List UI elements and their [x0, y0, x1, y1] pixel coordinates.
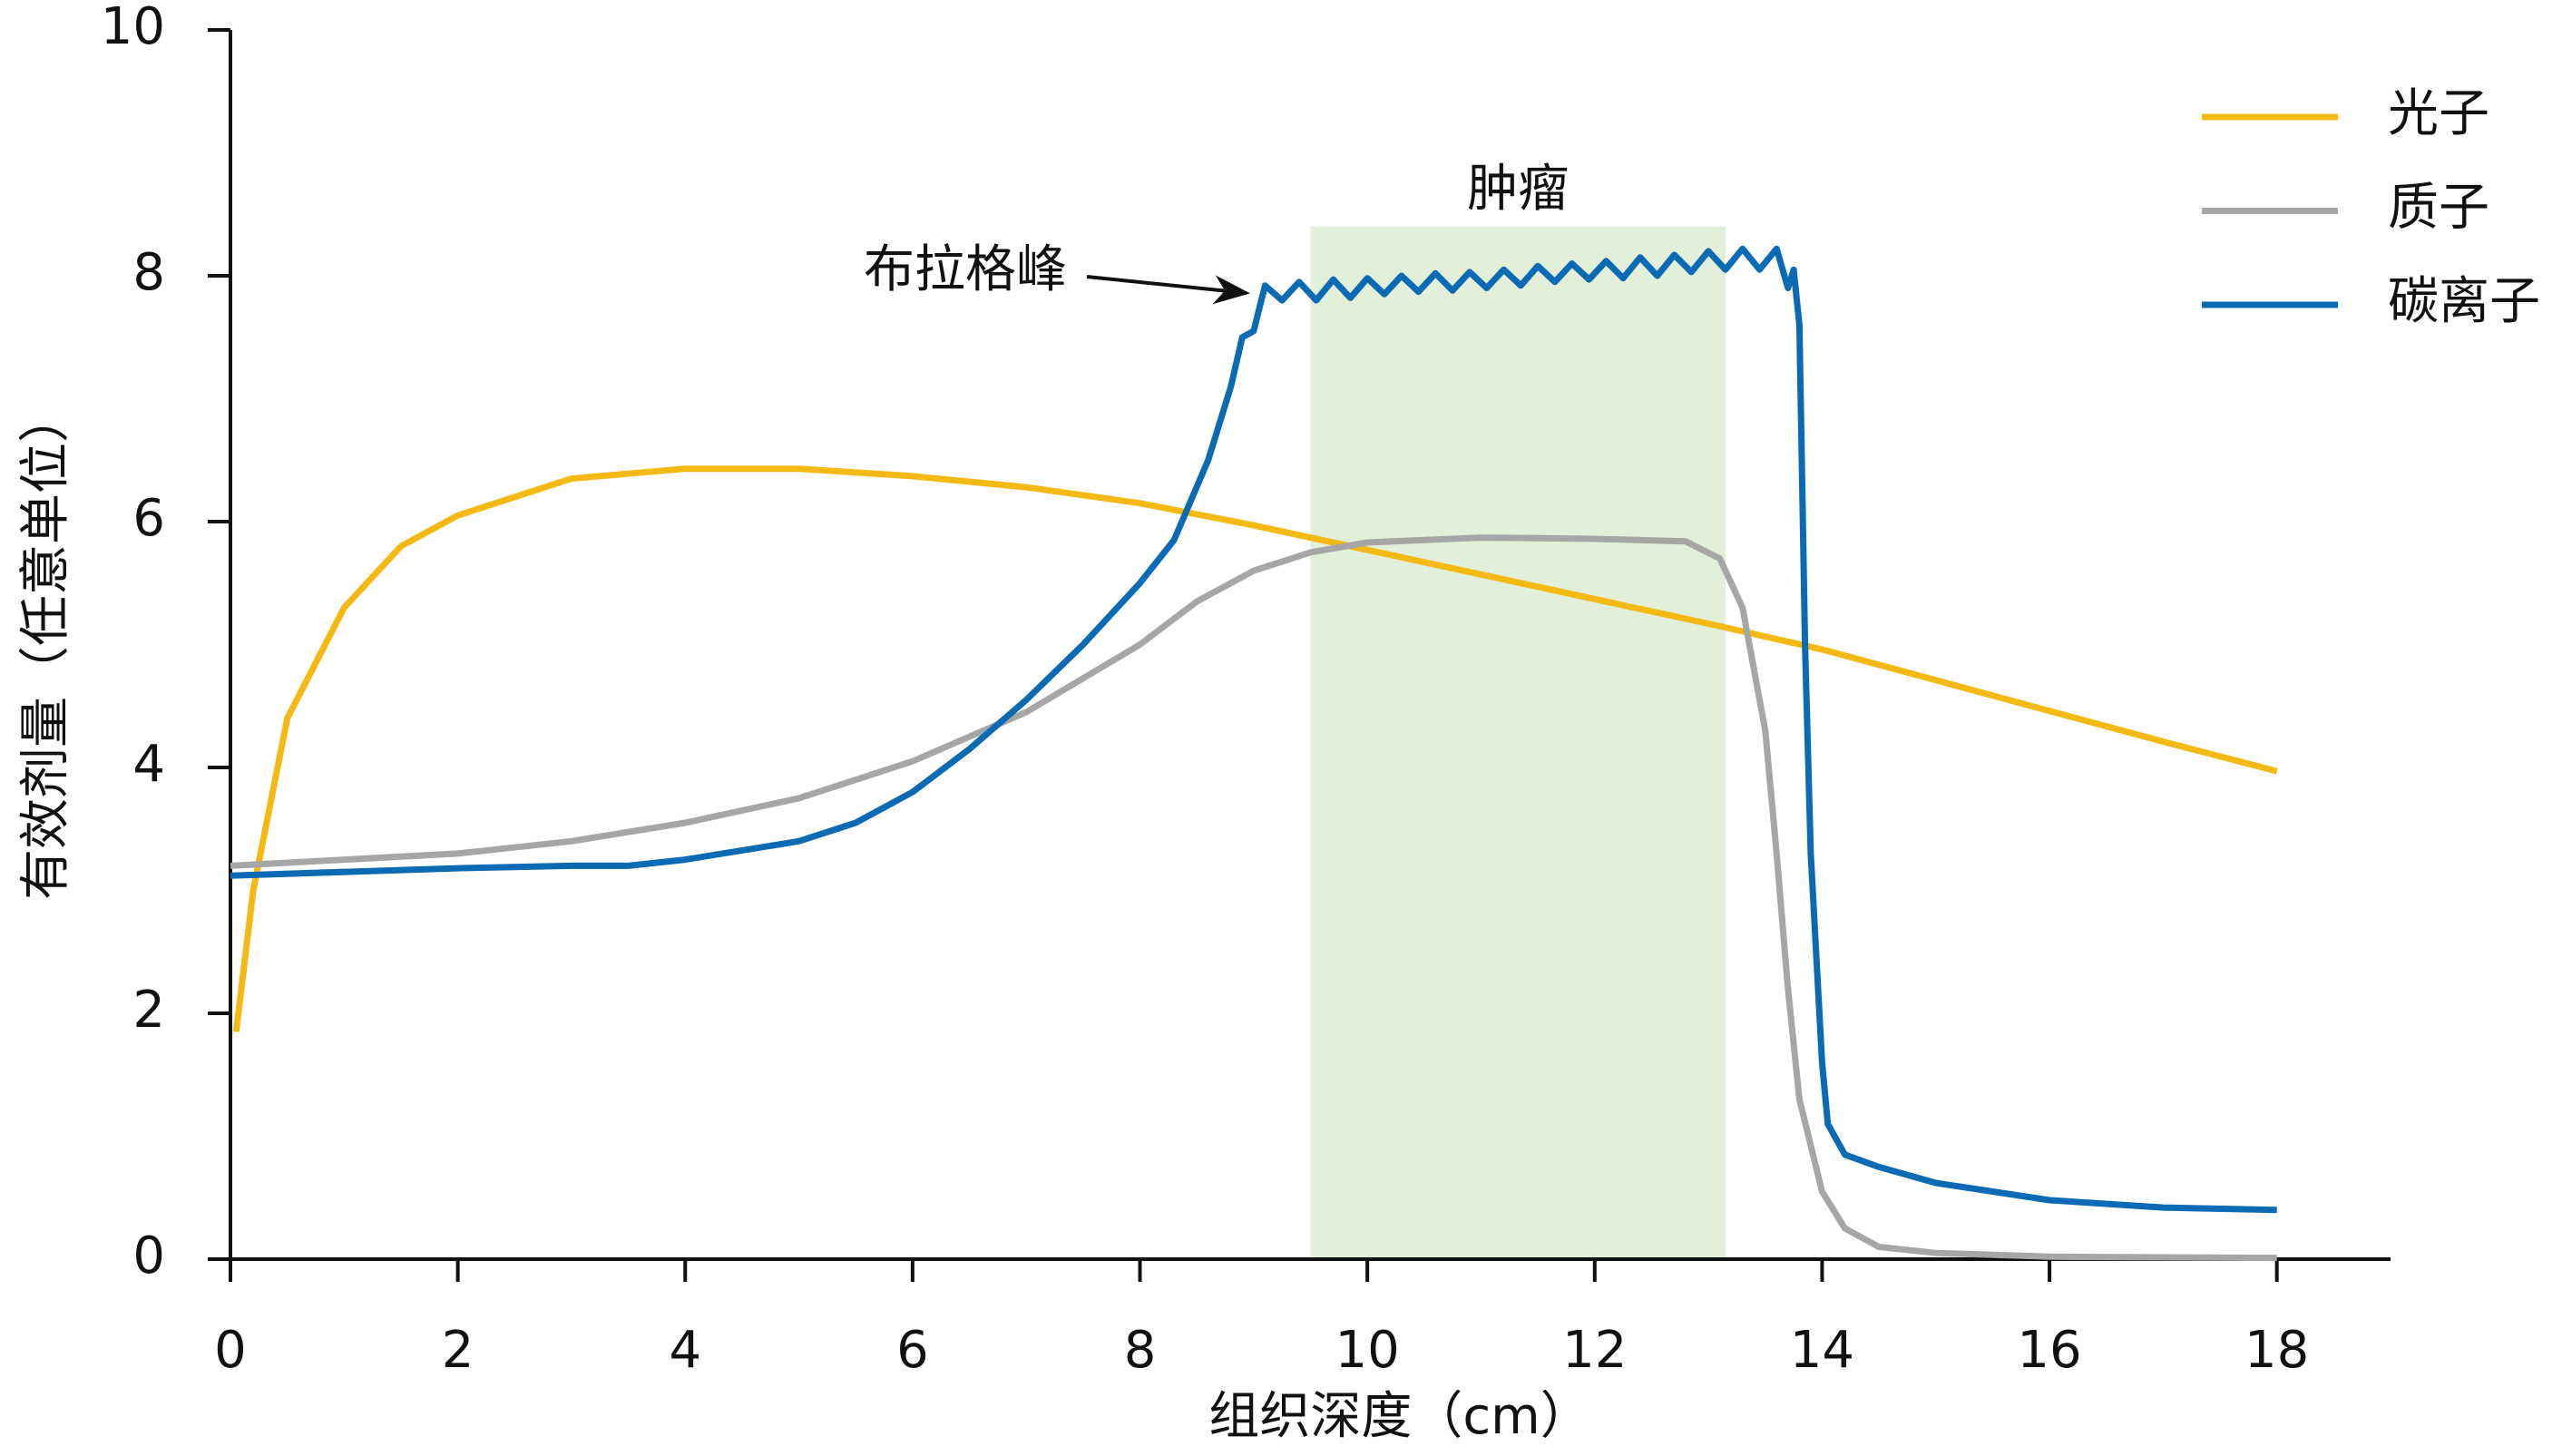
x-tick-label: 4	[669, 1321, 701, 1380]
y-tick-label: 4	[132, 735, 165, 794]
y-tick-label: 8	[132, 243, 165, 302]
series-line	[230, 245, 2277, 1214]
x-tick-label: 10	[1335, 1321, 1400, 1380]
y-axis-label: 有效剂量（任意单位）	[16, 392, 75, 900]
tumor-region	[1310, 226, 1726, 1259]
x-tick-label: 0	[214, 1321, 247, 1380]
x-tick-label: 16	[2017, 1321, 2081, 1380]
tumor-layer	[1310, 226, 1726, 1259]
x-tick-label: 18	[2244, 1321, 2309, 1380]
tumor-label: 肿瘤	[1467, 160, 1569, 219]
x-tick-label: 8	[1124, 1321, 1157, 1380]
legend-label: 光子	[2388, 84, 2489, 143]
x-tick-label: 2	[442, 1321, 474, 1380]
x-tick-label: 12	[1562, 1321, 1627, 1380]
x-tick-label: 6	[896, 1321, 929, 1380]
annotation: 布拉格峰	[864, 240, 1067, 299]
y-tick-label: 2	[132, 981, 165, 1040]
x-tick-label: 14	[1790, 1321, 1854, 1380]
y-tick-label: 0	[132, 1226, 165, 1285]
legend-label: 碳离子	[2388, 272, 2540, 331]
series-line	[232, 465, 2278, 1032]
legend-label: 质子	[2388, 179, 2489, 238]
y-tick-label: 10	[101, 0, 165, 56]
series-line	[230, 534, 2277, 1262]
annotation-arrow	[1086, 275, 1250, 305]
x-axis-label: 组织深度（cm）	[1208, 1387, 1590, 1446]
y-tick-label: 6	[132, 489, 165, 548]
